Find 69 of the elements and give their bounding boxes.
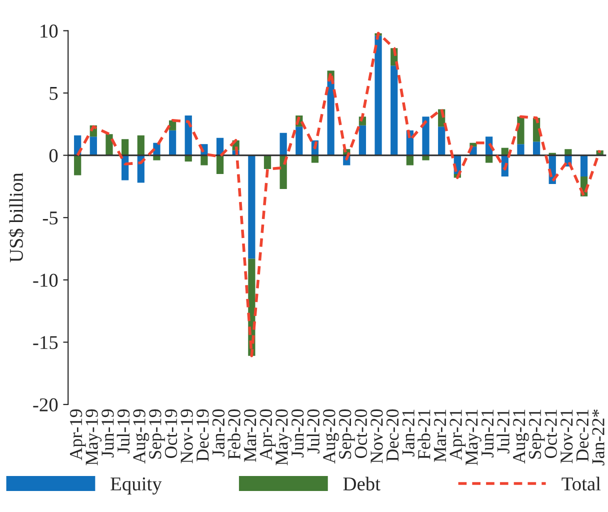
x-tick-label: Apr-20 xyxy=(260,409,276,460)
x-tick-label: Nov-21 xyxy=(560,410,573,464)
bar xyxy=(122,139,129,156)
bar xyxy=(216,155,224,174)
x-tick-label: Jul-20 xyxy=(306,409,320,454)
y-tick-label: 5 xyxy=(50,87,58,100)
x-tick-label: Oct-19 xyxy=(164,409,178,458)
x-tick-label: Dec-19 xyxy=(196,409,209,462)
x-tick-label: Jan-22* xyxy=(592,410,604,466)
bar xyxy=(311,155,319,163)
x-tick-label: Apr-21 xyxy=(450,410,466,460)
legend-label: Total xyxy=(562,476,601,490)
bar xyxy=(74,155,82,176)
bar xyxy=(200,155,208,166)
bar xyxy=(517,144,524,156)
x-tick-label: Apr-19 xyxy=(70,409,86,460)
bar xyxy=(486,155,493,163)
x-tick-label: Nov-20 xyxy=(370,409,383,464)
x-tick-label: Mar-20 xyxy=(244,409,256,462)
line-series xyxy=(76,32,602,358)
x-tick-label: Sep-20 xyxy=(338,409,355,459)
x-tick-label: Feb-21 xyxy=(418,410,430,460)
x-tick-label: Mar-21 xyxy=(434,410,446,462)
bar xyxy=(438,126,446,156)
bar xyxy=(137,135,144,156)
x-tick-label: Jan-20 xyxy=(212,409,225,456)
x-tick-label: Jul-19 xyxy=(116,409,130,454)
x-tick-label: Oct-20 xyxy=(354,409,367,458)
bar xyxy=(358,125,366,156)
bar xyxy=(580,155,588,176)
x-tick-label: Aug-21 xyxy=(513,410,529,464)
bar xyxy=(296,126,303,156)
bar xyxy=(374,36,382,156)
y-tick-label: 0 xyxy=(49,149,58,162)
x-tick-label: Aug-19 xyxy=(133,409,150,464)
x-tick-label: Jun-19 xyxy=(102,409,114,458)
y-tick-label: -10 xyxy=(33,274,58,287)
bar xyxy=(264,155,272,170)
x-tick-label: Jul-21 xyxy=(496,410,510,454)
x-tick-label: Dec-21 xyxy=(576,410,589,462)
bar xyxy=(422,116,430,156)
x-tick-label: Jun-21 xyxy=(481,410,494,458)
x-tick-label: Feb-20 xyxy=(228,409,240,460)
x-tick-label: May-21 xyxy=(466,410,482,466)
x-tick-label: Aug-20 xyxy=(323,409,339,464)
x-tick-label: Jun-20 xyxy=(291,409,304,458)
y-tick-label: -20 xyxy=(33,398,58,412)
x-tick-label: Jan-21 xyxy=(402,410,414,456)
legend-label: Equity xyxy=(110,477,162,494)
y-axis-title: US$ billion xyxy=(8,172,24,262)
bar xyxy=(248,155,256,259)
x-tick-label: May-20 xyxy=(276,409,292,466)
bar xyxy=(90,136,97,156)
bar xyxy=(168,130,176,156)
bar xyxy=(390,66,398,156)
x-tick-label: Oct-21 xyxy=(544,410,557,458)
x-tick-label: Sep-19 xyxy=(149,409,165,459)
y-tick-label: 10 xyxy=(40,24,58,38)
bar xyxy=(532,142,540,156)
y-tick-label: -5 xyxy=(42,212,58,225)
bar xyxy=(406,155,414,166)
y-tick-label: -15 xyxy=(33,336,58,350)
x-tick-label: Nov-19 xyxy=(180,409,193,464)
x-tick-label: Sep-21 xyxy=(528,410,545,459)
x-tick-label: Dec-20 xyxy=(386,409,399,462)
bar xyxy=(327,80,334,156)
x-tick-label: May-19 xyxy=(86,409,102,466)
legend-label: Debt xyxy=(343,476,380,490)
bar xyxy=(280,132,287,156)
